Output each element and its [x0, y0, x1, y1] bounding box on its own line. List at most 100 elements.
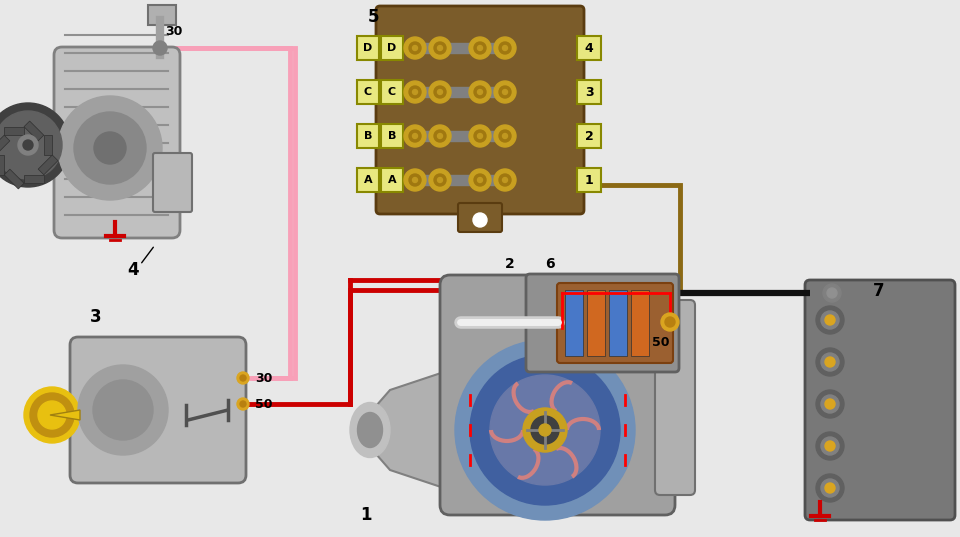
- Circle shape: [490, 375, 600, 485]
- Circle shape: [409, 86, 421, 98]
- Circle shape: [665, 317, 675, 327]
- Circle shape: [821, 395, 839, 413]
- Circle shape: [237, 372, 249, 384]
- Text: A: A: [364, 175, 372, 185]
- Text: B: B: [388, 131, 396, 141]
- Text: 3: 3: [585, 85, 593, 98]
- FancyBboxPatch shape: [577, 36, 601, 60]
- Circle shape: [821, 353, 839, 371]
- Circle shape: [821, 479, 839, 497]
- Circle shape: [502, 134, 508, 139]
- Ellipse shape: [350, 403, 390, 458]
- Circle shape: [816, 474, 844, 502]
- Bar: [490, 175, 508, 185]
- Circle shape: [494, 37, 516, 59]
- Bar: [424, 43, 481, 53]
- Circle shape: [477, 134, 483, 139]
- Circle shape: [531, 416, 559, 444]
- Circle shape: [523, 408, 567, 452]
- Text: 6: 6: [545, 257, 555, 271]
- FancyBboxPatch shape: [440, 275, 675, 515]
- Text: C: C: [364, 87, 372, 97]
- Text: 3: 3: [90, 308, 102, 326]
- Circle shape: [823, 284, 841, 302]
- Circle shape: [74, 112, 146, 184]
- FancyBboxPatch shape: [381, 168, 403, 192]
- Circle shape: [474, 86, 486, 98]
- Circle shape: [816, 390, 844, 418]
- Circle shape: [409, 174, 421, 186]
- Circle shape: [494, 125, 516, 147]
- Circle shape: [429, 81, 451, 103]
- FancyBboxPatch shape: [381, 124, 403, 148]
- Circle shape: [502, 46, 508, 50]
- Bar: [0, 155, 4, 175]
- Bar: [490, 43, 508, 53]
- Circle shape: [825, 441, 835, 451]
- Circle shape: [502, 90, 508, 95]
- Circle shape: [825, 483, 835, 493]
- Bar: [490, 87, 508, 97]
- FancyBboxPatch shape: [458, 203, 502, 232]
- FancyBboxPatch shape: [557, 283, 673, 363]
- Bar: [424, 131, 481, 141]
- Circle shape: [438, 178, 443, 183]
- FancyBboxPatch shape: [655, 300, 695, 495]
- Circle shape: [429, 169, 451, 191]
- Circle shape: [469, 125, 491, 147]
- Circle shape: [473, 213, 487, 227]
- Circle shape: [413, 134, 418, 139]
- Circle shape: [502, 178, 508, 183]
- Text: C: C: [388, 87, 396, 97]
- Circle shape: [404, 81, 426, 103]
- Circle shape: [404, 169, 426, 191]
- Circle shape: [404, 37, 426, 59]
- Circle shape: [477, 46, 483, 50]
- Bar: [587, 290, 605, 356]
- Circle shape: [237, 398, 249, 410]
- Text: 2: 2: [505, 257, 515, 271]
- Text: 4: 4: [127, 261, 138, 279]
- Text: 30: 30: [165, 25, 182, 38]
- Bar: [490, 131, 508, 141]
- FancyBboxPatch shape: [357, 168, 379, 192]
- Circle shape: [434, 42, 446, 54]
- Bar: [0, 135, 10, 155]
- Circle shape: [78, 365, 168, 455]
- Circle shape: [469, 37, 491, 59]
- Circle shape: [429, 37, 451, 59]
- Bar: [4, 169, 24, 189]
- Circle shape: [499, 42, 511, 54]
- Text: B: B: [364, 131, 372, 141]
- FancyBboxPatch shape: [153, 153, 192, 212]
- Circle shape: [470, 355, 620, 505]
- Circle shape: [539, 424, 551, 436]
- Bar: [148, 5, 176, 25]
- Circle shape: [434, 86, 446, 98]
- Circle shape: [494, 169, 516, 191]
- Circle shape: [827, 288, 837, 298]
- Circle shape: [477, 90, 483, 95]
- Bar: [565, 290, 583, 356]
- Bar: [4, 127, 24, 135]
- FancyBboxPatch shape: [577, 168, 601, 192]
- Text: 50: 50: [652, 336, 669, 349]
- Circle shape: [469, 169, 491, 191]
- Circle shape: [499, 86, 511, 98]
- FancyBboxPatch shape: [381, 80, 403, 104]
- Text: 4: 4: [585, 41, 593, 54]
- Circle shape: [474, 174, 486, 186]
- Circle shape: [469, 81, 491, 103]
- Circle shape: [24, 387, 80, 443]
- Circle shape: [434, 174, 446, 186]
- Text: 7: 7: [873, 282, 884, 300]
- Circle shape: [413, 90, 418, 95]
- Text: 50: 50: [255, 397, 273, 410]
- Bar: [44, 135, 52, 155]
- Text: 1: 1: [360, 506, 372, 524]
- Circle shape: [240, 375, 246, 381]
- Text: 1: 1: [585, 173, 593, 186]
- Circle shape: [494, 81, 516, 103]
- FancyBboxPatch shape: [357, 80, 379, 104]
- Circle shape: [413, 46, 418, 50]
